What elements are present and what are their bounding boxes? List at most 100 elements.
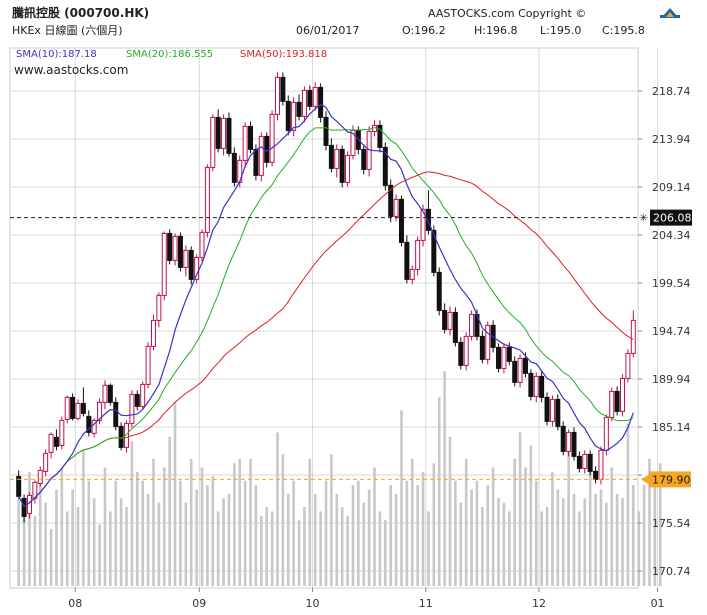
candle-body (80, 402, 86, 414)
volume-bar (615, 493, 619, 586)
candle-body (469, 313, 475, 337)
candle-body (442, 309, 448, 330)
candle-body (555, 398, 561, 427)
volume-bar (297, 520, 301, 586)
candle-body (625, 352, 631, 379)
candle-body (452, 311, 458, 343)
candle-body (107, 384, 113, 403)
candle-body (59, 419, 65, 446)
volume-bar (222, 498, 225, 586)
candle-body (425, 208, 431, 231)
candle-body (630, 319, 636, 354)
candle-body (609, 390, 615, 418)
candle-body (199, 231, 205, 258)
volume-bar (82, 449, 85, 586)
volume-bar (594, 493, 597, 586)
volume-bar (206, 485, 209, 586)
volume-bar (416, 485, 419, 586)
volume-bar (49, 528, 53, 586)
volume-bar (157, 502, 161, 586)
volume-bar (561, 498, 565, 586)
volume-bar (330, 454, 333, 586)
candle-body (177, 235, 183, 268)
volume-bar (265, 507, 268, 586)
aastocks-logo-icon (660, 8, 680, 18)
candle-body (614, 390, 620, 412)
candle-body (231, 152, 237, 183)
candle-body (463, 335, 469, 366)
candle-body (436, 271, 442, 311)
volume-bar (610, 467, 614, 586)
candle-body (528, 372, 534, 397)
x-tick-label: 01 (651, 597, 665, 610)
candle-body (598, 449, 604, 480)
x-tick-label: 11 (419, 597, 433, 610)
volume-bar (324, 480, 328, 586)
candle-body (522, 357, 528, 374)
candle-body (566, 431, 572, 452)
volume-bar (38, 480, 42, 586)
candle-body (312, 86, 318, 107)
y-tick-label: 218.74 (652, 85, 691, 98)
volume-bar (432, 463, 436, 586)
volume-bar (200, 467, 204, 586)
volume-bar (216, 511, 220, 586)
candle-body (512, 360, 518, 383)
volume-bar (233, 463, 236, 586)
volume-bar (540, 511, 543, 586)
volume-bar (534, 480, 538, 586)
candle-body (393, 198, 399, 217)
candle-body (215, 116, 221, 149)
y-tick-label: 170.74 (652, 565, 691, 578)
volume-bar (632, 485, 635, 586)
volume-bar (308, 458, 312, 586)
volume-bar (152, 458, 155, 586)
candle-body (167, 232, 173, 261)
candle-body (431, 229, 437, 273)
candle-body (129, 393, 135, 424)
candle-body (86, 415, 92, 433)
candle-body (91, 419, 97, 434)
candle-body (242, 125, 248, 161)
candle-body (361, 148, 367, 170)
candle-body (21, 497, 27, 517)
volume-bar (227, 493, 231, 586)
sma10-legend: SMA(10):187.18 (16, 49, 97, 60)
x-tick-label: 08 (68, 597, 82, 610)
candle-body (43, 452, 49, 472)
y-tick-label: 175.54 (652, 517, 691, 530)
volume-bars (17, 371, 662, 586)
quote-date: 06/01/2017 (296, 24, 359, 37)
candle-body (145, 345, 151, 385)
volume-bar (497, 498, 500, 586)
volume-bar (189, 458, 193, 586)
sma10-line (18, 103, 634, 508)
candle-body (296, 101, 302, 117)
candle-body (398, 198, 404, 243)
volume-bar (524, 467, 527, 586)
quote-close: C:195.8 (602, 24, 645, 37)
candle-body (479, 335, 485, 360)
candle-body (318, 86, 324, 118)
volume-bar (60, 467, 64, 586)
candle-body (334, 148, 340, 169)
volume-bar (556, 489, 560, 586)
x-axis: 08 09 10 11 12 01 (68, 588, 665, 610)
volume-bar (578, 511, 581, 586)
volume-bar (513, 458, 516, 586)
candle-body (307, 89, 313, 107)
candle-body (544, 396, 550, 422)
volume-bar (44, 502, 47, 586)
volume-bar (303, 507, 306, 586)
volume-bar (114, 480, 118, 586)
exchange-subtitle: HKEx 日線圖 (六個月) (12, 23, 123, 37)
volume-bar (400, 410, 403, 586)
volume-bar (378, 511, 382, 586)
volume-bar (551, 471, 554, 586)
candle-body (188, 249, 194, 280)
volume-bar (76, 507, 80, 586)
volume-bar (92, 498, 96, 586)
candle-body (593, 470, 599, 480)
candle-body (447, 311, 453, 330)
